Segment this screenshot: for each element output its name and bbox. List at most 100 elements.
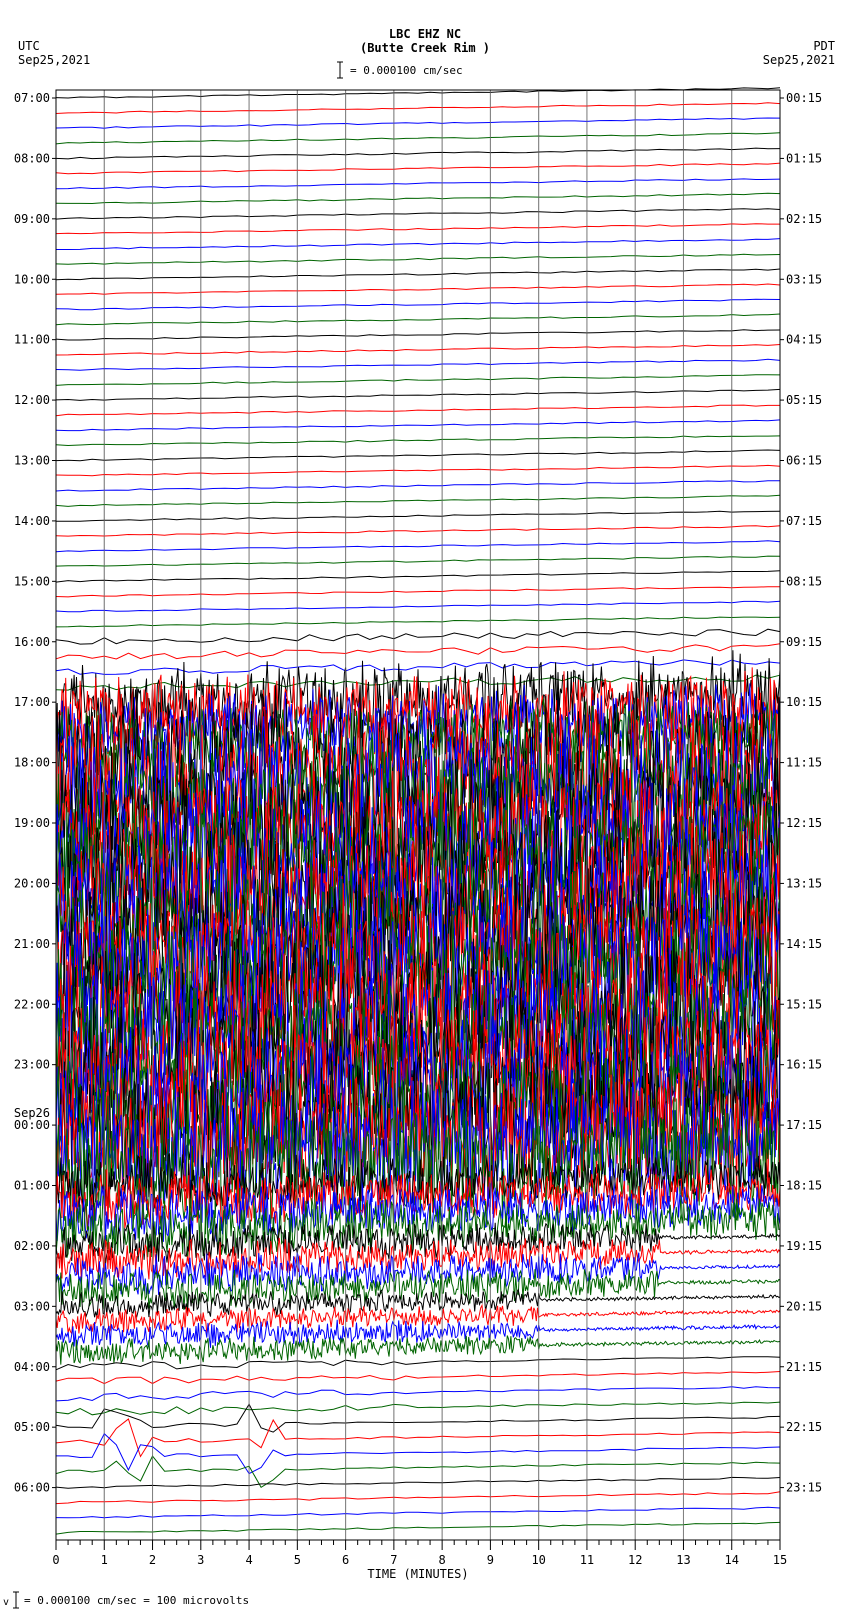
x-tick-label: 1 bbox=[101, 1553, 108, 1567]
right-time-label: 15:15 bbox=[786, 997, 822, 1011]
seismic-trace bbox=[56, 1477, 780, 1488]
x-tick-label: 0 bbox=[52, 1553, 59, 1567]
x-tick-label: 7 bbox=[390, 1553, 397, 1567]
title-line2: (Butte Creek Rim ) bbox=[360, 41, 490, 55]
x-tick-label: 8 bbox=[439, 1553, 446, 1567]
seismic-trace bbox=[56, 617, 780, 627]
left-time-label: 22:00 bbox=[14, 997, 50, 1011]
seismic-trace bbox=[56, 1404, 780, 1432]
scale-marker: = 0.000100 cm/sec bbox=[337, 62, 463, 78]
seismic-trace bbox=[56, 526, 780, 536]
right-time-label: 14:15 bbox=[786, 937, 822, 951]
x-tick-label: 11 bbox=[580, 1553, 594, 1567]
seismic-trace bbox=[56, 1357, 780, 1370]
seismic-trace bbox=[56, 209, 780, 219]
right-time-label: 21:15 bbox=[786, 1360, 822, 1374]
seismic-trace bbox=[56, 284, 780, 294]
footer-text: = 0.000100 cm/sec = 100 microvolts bbox=[24, 1594, 249, 1607]
seismic-trace bbox=[56, 224, 780, 234]
scale-marker-text: = 0.000100 cm/sec bbox=[350, 64, 463, 77]
seismic-trace bbox=[56, 133, 780, 144]
right-time-label: 17:15 bbox=[786, 1118, 822, 1132]
x-axis-label: TIME (MINUTES) bbox=[367, 1567, 468, 1581]
seismic-trace bbox=[56, 644, 780, 659]
left-time-label: 00:00 bbox=[14, 1118, 50, 1132]
left-time-label: 01:00 bbox=[14, 1179, 50, 1193]
left-time-label: 07:00 bbox=[14, 91, 50, 105]
seismic-trace bbox=[56, 481, 780, 491]
left-time-label: 06:00 bbox=[14, 1481, 50, 1495]
left-date-label: Sep25,2021 bbox=[18, 53, 90, 67]
seismic-trace bbox=[56, 239, 780, 250]
seismic-trace bbox=[56, 556, 780, 566]
right-time-label: 16:15 bbox=[786, 1058, 822, 1072]
seismic-trace bbox=[56, 629, 780, 644]
left-time-label: 20:00 bbox=[14, 876, 50, 890]
x-tick-label: 6 bbox=[342, 1553, 349, 1567]
seismic-trace bbox=[56, 601, 780, 612]
right-time-label: 01:15 bbox=[786, 151, 822, 165]
left-time-label: 13:00 bbox=[14, 454, 50, 468]
right-time-label: 22:15 bbox=[786, 1420, 822, 1434]
seismic-trace bbox=[56, 88, 780, 98]
seismic-trace bbox=[56, 299, 780, 310]
seismic-trace bbox=[56, 436, 780, 446]
right-time-label: 07:15 bbox=[786, 514, 822, 528]
right-time-label: 12:15 bbox=[786, 816, 822, 830]
left-time-label: 21:00 bbox=[14, 937, 50, 951]
footer-scale-marker: v = 0.000100 cm/sec = 100 microvolts bbox=[3, 1592, 249, 1608]
title-line1: LBC EHZ NC bbox=[389, 27, 461, 41]
seismic-trace bbox=[56, 330, 780, 340]
right-time-label: 00:15 bbox=[786, 91, 822, 105]
seismic-trace bbox=[56, 450, 780, 461]
x-tick-label: 15 bbox=[773, 1553, 787, 1567]
x-tick-label: 3 bbox=[197, 1553, 204, 1567]
seismic-trace bbox=[56, 511, 780, 521]
x-tick-label: 2 bbox=[149, 1553, 156, 1567]
x-tick-label: 9 bbox=[487, 1553, 494, 1567]
left-time-label: 04:00 bbox=[14, 1360, 50, 1374]
seismic-trace bbox=[56, 541, 780, 552]
right-time-label: 04:15 bbox=[786, 333, 822, 347]
seismic-trace bbox=[56, 1387, 780, 1401]
traces bbox=[56, 88, 780, 1534]
seismic-trace bbox=[56, 179, 780, 189]
seismic-trace bbox=[56, 359, 780, 370]
left-time-label: 12:00 bbox=[14, 393, 50, 407]
seismic-trace bbox=[56, 118, 780, 128]
left-time-label: 16:00 bbox=[14, 635, 50, 649]
seismic-trace bbox=[56, 1402, 780, 1415]
seismic-trace bbox=[56, 1372, 780, 1384]
right-time-label: 18:15 bbox=[786, 1179, 822, 1193]
seismic-trace bbox=[56, 420, 780, 431]
left-time-label: 03:00 bbox=[14, 1299, 50, 1313]
left-time-label: 14:00 bbox=[14, 514, 50, 528]
seismic-trace bbox=[56, 1507, 780, 1518]
right-time-label: 03:15 bbox=[786, 272, 822, 286]
seismic-trace bbox=[56, 103, 780, 114]
right-tz-label: PDT bbox=[813, 39, 835, 53]
left-time-label: 08:00 bbox=[14, 151, 50, 165]
right-time-label: 23:15 bbox=[786, 1481, 822, 1495]
right-time-label: 08:15 bbox=[786, 574, 822, 588]
left-time-label: 19:00 bbox=[14, 816, 50, 830]
x-tick-label: 4 bbox=[245, 1553, 252, 1567]
left-time-label: 15:00 bbox=[14, 574, 50, 588]
svg-text:v: v bbox=[3, 1597, 9, 1608]
seismic-trace bbox=[56, 254, 780, 264]
left-time-label: 02:00 bbox=[14, 1239, 50, 1253]
seismic-trace bbox=[56, 269, 780, 280]
seismic-trace bbox=[56, 193, 780, 203]
seismic-trace bbox=[56, 389, 780, 400]
right-time-label: 06:15 bbox=[786, 454, 822, 468]
left-time-label: 11:00 bbox=[14, 333, 50, 347]
x-tick-label: 5 bbox=[294, 1553, 301, 1567]
left-tz-label: UTC bbox=[18, 39, 40, 53]
right-time-label: 11:15 bbox=[786, 756, 822, 770]
right-time-label: 02:15 bbox=[786, 212, 822, 226]
seismic-trace bbox=[56, 1253, 780, 1295]
seismic-trace bbox=[56, 1305, 780, 1333]
left-time-label: 09:00 bbox=[14, 212, 50, 226]
right-time-label: 10:15 bbox=[786, 695, 822, 709]
seismic-trace bbox=[56, 1492, 780, 1504]
